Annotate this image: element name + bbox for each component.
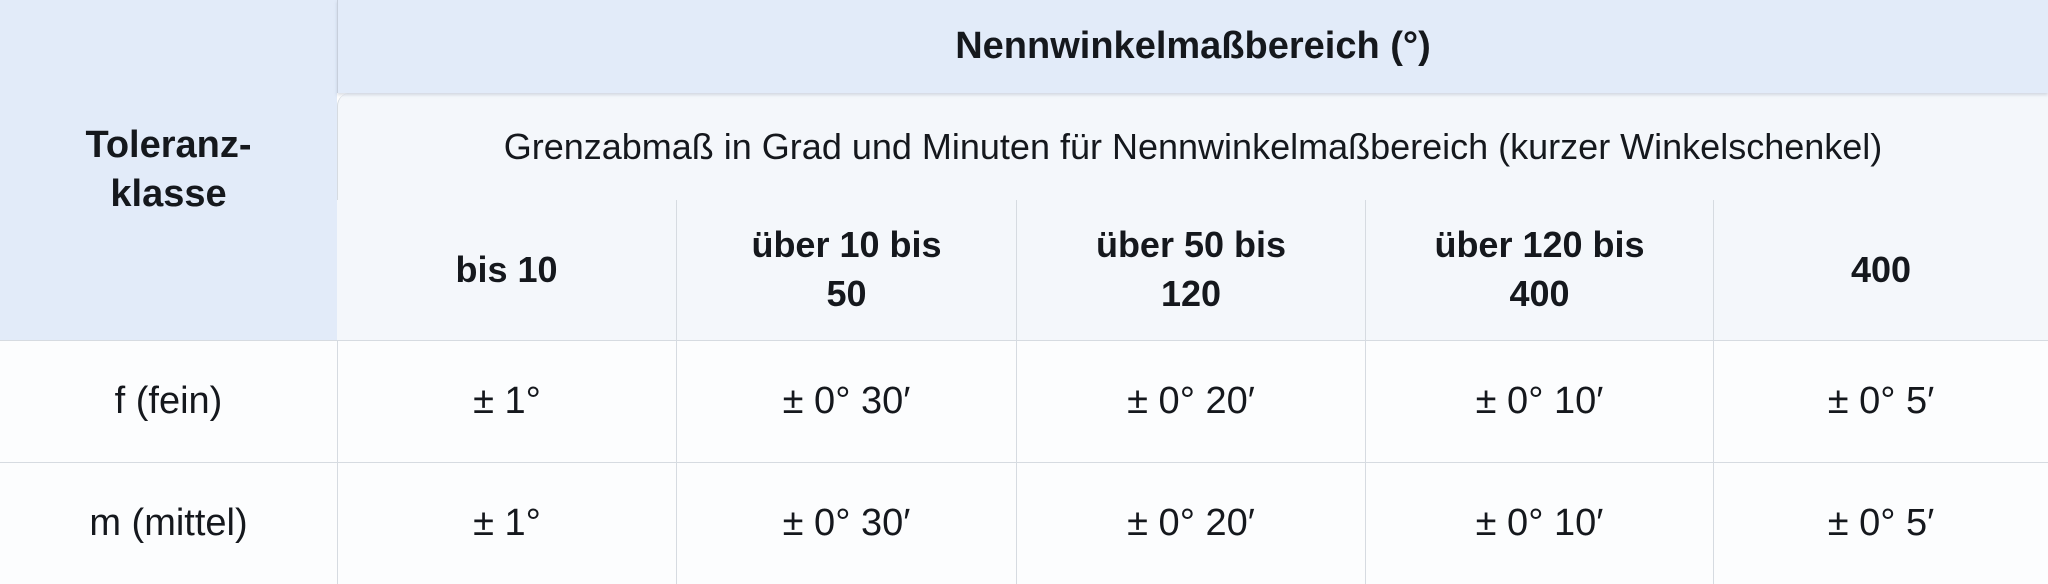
group-header-label: Nennwinkelmaßbereich (°) (955, 25, 1431, 67)
row-label-m-mittel: m (mittel) (0, 462, 337, 584)
table-cell-f-ueber10bis50: ± 0° 30′ (676, 340, 1016, 462)
column-header-400: 400 (1713, 200, 2048, 340)
cell-value: ± 0° 10′ (1475, 502, 1604, 544)
subheader-grenzabmass: Grenzabmaß in Grad und Minuten für Nennw… (337, 93, 2048, 200)
cell-value: ± 0° 5′ (1827, 380, 1935, 422)
corner-header-label: Toleranz- klasse (85, 123, 252, 215)
column-header-ueber-10-bis-50: über 10 bis 50 (676, 200, 1016, 340)
subheader-label: Grenzabmaß in Grad und Minuten für Nennw… (503, 125, 1883, 167)
column-header-label: über 10 bis 50 (751, 224, 942, 314)
column-header-ueber-120-bis-400: über 120 bis 400 (1365, 200, 1713, 340)
table-cell-m-ueber10bis50: ± 0° 30′ (676, 462, 1016, 584)
table-cell-f-bis10: ± 1° (337, 340, 676, 462)
group-header-nennwinkelmassbereich: Nennwinkelmaßbereich (°) (337, 0, 2048, 93)
column-header-label: über 50 bis 120 (1095, 224, 1287, 314)
cell-value: ± 0° 30′ (782, 502, 911, 544)
row-label: f (fein) (114, 380, 223, 422)
cell-value: ± 1° (473, 502, 541, 544)
table-cell-m-ueber120bis400: ± 0° 10′ (1365, 462, 1713, 584)
table-cell-m-bis10: ± 1° (337, 462, 676, 584)
corner-header-toleranzklasse: Toleranz- klasse (0, 0, 337, 340)
cell-value: ± 0° 30′ (782, 380, 911, 422)
column-header-bis-10: bis 10 (337, 200, 676, 340)
cell-value: ± 1° (473, 380, 541, 422)
column-header-ueber-50-bis-120: über 50 bis 120 (1016, 200, 1365, 340)
column-header-label: bis 10 (455, 248, 558, 290)
cell-value: ± 0° 20′ (1127, 380, 1255, 422)
cell-value: ± 0° 10′ (1475, 380, 1604, 422)
table-cell-f-ueber120bis400: ± 0° 10′ (1365, 340, 1713, 462)
column-header-label: 400 (1850, 248, 1912, 290)
row-label: m (mittel) (89, 502, 248, 544)
cell-value: ± 0° 20′ (1127, 502, 1255, 544)
table-cell-f-ueber50bis120: ± 0° 20′ (1016, 340, 1365, 462)
column-header-label: über 120 bis 400 (1434, 224, 1645, 314)
table-cell-f-400: ± 0° 5′ (1713, 340, 2048, 462)
table-cell-m-400: ± 0° 5′ (1713, 462, 2048, 584)
table-cell-m-ueber50bis120: ± 0° 20′ (1016, 462, 1365, 584)
row-label-f-fein: f (fein) (0, 340, 337, 462)
cell-value: ± 0° 5′ (1827, 502, 1935, 544)
